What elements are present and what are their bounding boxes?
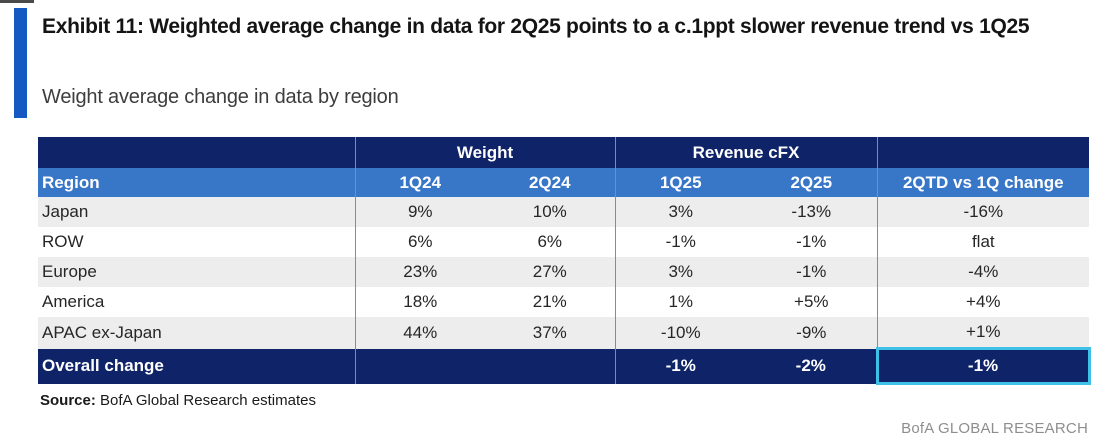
region-label: America [38,287,355,317]
change-value: +4% [876,287,1090,317]
revenue-1q25-value: 1% [614,287,747,317]
table-row-america: America 18% 21% 1% +5% +4% [38,287,1090,317]
region-label: Japan [38,197,355,227]
revenue-1q25-value: 3% [614,197,747,227]
overall-revenue-2q25: -2% [746,348,878,384]
change-value: flat [876,227,1090,257]
overall-change-highlighted-value: -1% [875,347,1091,385]
screenshot-crop-artifact [0,0,34,3]
bofa-global-research-footer: BofA GLOBAL RESEARCH [901,420,1088,437]
group-header-empty-region [38,137,355,168]
column-header-2q24: 2Q24 [485,168,616,197]
change-value: -4% [876,257,1090,287]
revenue-2q25-value: -13% [746,197,878,227]
revenue-1q25-value: -1% [614,227,747,257]
weight-1q24-value: 44% [354,317,485,349]
overall-weight-1q24 [354,348,485,384]
revenue-2q25-value: -9% [746,317,878,349]
column-header-2qtd-change: 2QTD vs 1Q change [876,168,1090,197]
source-line: Source: BofA Global Research estimates [40,392,316,409]
table-row-overall-change: Overall change -1% -2% -1% [38,347,1091,385]
revenue-2q25-value: -1% [746,257,878,287]
region-label: Europe [38,257,355,287]
column-header-2q25: 2Q25 [746,168,878,197]
table-group-header-row: Weight Revenue cFX [38,137,1090,168]
exhibit-table: Weight Revenue cFX Region 1Q24 2Q24 1Q25… [38,137,1091,385]
weight-1q24-value: 18% [354,287,485,317]
overall-weight-2q24 [485,348,616,384]
column-header-1q25: 1Q25 [614,168,747,197]
column-header-region: Region [38,168,355,197]
source-text: BofA Global Research estimates [95,392,316,409]
revenue-2q25-value: +5% [746,287,878,317]
change-value: -16% [876,197,1090,227]
exhibit-title: Exhibit 11: Weighted average change in d… [42,15,1030,38]
column-header-1q24: 1Q24 [354,168,485,197]
weight-2q24-value: 27% [485,257,616,287]
table-column-header-row: Region 1Q24 2Q24 1Q25 2Q25 2QTD vs 1Q ch… [38,168,1090,197]
group-header-empty-change [876,137,1090,168]
overall-change-label: Overall change [38,348,355,384]
table-row-europe: Europe 23% 27% 3% -1% -4% [38,257,1090,287]
table-row-apac-ex-japan: APAC ex-Japan 44% 37% -10% -9% +1% [38,317,1090,349]
revenue-2q25-value: -1% [746,227,878,257]
overall-revenue-1q25: -1% [614,348,747,384]
weight-2q24-value: 21% [485,287,616,317]
group-header-revenue-cfx: Revenue cFX [614,137,878,168]
weight-1q24-value: 6% [354,227,485,257]
revenue-1q25-value: -10% [614,317,747,349]
weight-2q24-value: 37% [485,317,616,349]
exhibit-subtitle: Weight average change in data by region [42,86,399,108]
region-label: APAC ex-Japan [38,317,355,349]
revenue-1q25-value: 3% [614,257,747,287]
exhibit-accent-bar [14,8,27,118]
weight-1q24-value: 9% [354,197,485,227]
group-header-weight: Weight [354,137,616,168]
weight-1q24-value: 23% [354,257,485,287]
weight-2q24-value: 6% [485,227,616,257]
region-label: ROW [38,227,355,257]
table-row-japan: Japan 9% 10% 3% -13% -16% [38,197,1090,227]
weight-2q24-value: 10% [485,197,616,227]
table-row-row: ROW 6% 6% -1% -1% flat [38,227,1090,257]
source-label: Source: [40,392,96,409]
change-value: +1% [876,317,1090,349]
